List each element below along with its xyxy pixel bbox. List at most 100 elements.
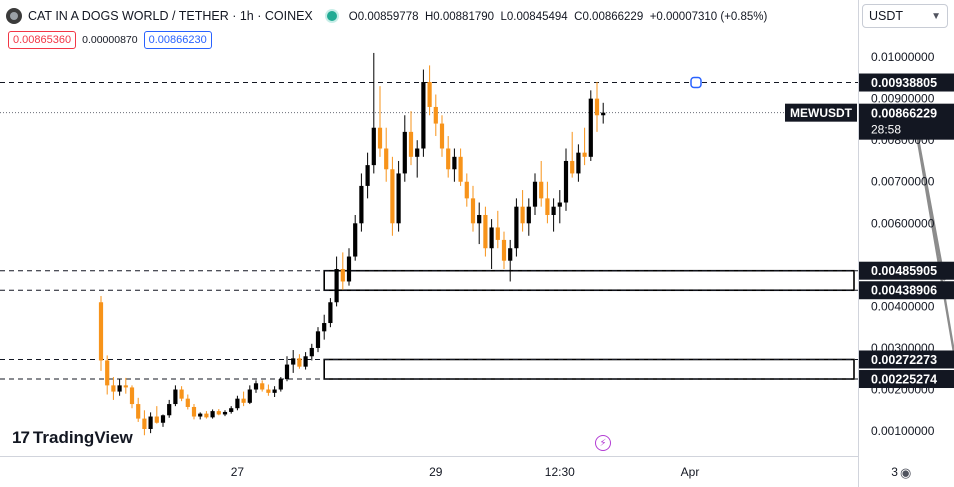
price-axis[interactable]: 0.010000000.009000000.008000000.00700000… xyxy=(858,0,935,487)
candle-body xyxy=(570,160,575,174)
candle-body xyxy=(377,127,383,149)
candle-body xyxy=(470,198,476,224)
candle-body xyxy=(415,148,420,157)
candle-body xyxy=(235,398,240,409)
candles-layer xyxy=(98,52,606,436)
currency-value: USDT xyxy=(869,9,904,23)
candle-body xyxy=(446,148,451,170)
level-price-tag xyxy=(859,261,954,280)
y-tick-label: 0.00900000 xyxy=(871,92,935,106)
levels-layer xyxy=(0,82,858,380)
candle-body xyxy=(365,165,370,186)
tradingview-mark-icon: 17 xyxy=(12,428,30,447)
change-value: +0.00007310 (+0.85%) xyxy=(649,11,768,23)
candle-body xyxy=(210,411,215,418)
currency-select[interactable]: USDT ▼ xyxy=(862,4,948,28)
candle-body xyxy=(508,248,513,261)
candle-body xyxy=(111,385,116,392)
candle-body xyxy=(123,385,128,388)
candle-body xyxy=(204,413,209,418)
lightning-icon[interactable]: ⚡ xyxy=(595,435,611,451)
y-tick-label: 0.00100000 xyxy=(871,424,935,438)
candle-body xyxy=(359,185,364,224)
level-price-text: 0.00485905 xyxy=(871,264,937,278)
price-labels: MEWUSDT 0.00866229 28:58 0.00938805 0.004859… xyxy=(785,73,954,389)
x-tick-label: 29 xyxy=(429,465,443,479)
candle-body xyxy=(136,404,141,419)
candle-body xyxy=(322,323,327,332)
candle-body xyxy=(489,227,494,249)
candle-body xyxy=(328,302,333,324)
candle-body xyxy=(340,269,345,282)
candle-body xyxy=(191,406,197,417)
high-value: H0.00881790 xyxy=(424,11,495,23)
candle-body xyxy=(545,198,550,215)
drawing-handle[interactable] xyxy=(690,76,702,89)
support-zone[interactable] xyxy=(323,358,855,380)
candle-body xyxy=(303,356,308,367)
spread-value: 0.00000870 xyxy=(82,34,138,46)
level-price-tag xyxy=(859,350,954,369)
candle-body xyxy=(216,411,221,415)
level-price-text: 0.00938805 xyxy=(871,76,937,90)
candle-body xyxy=(315,331,321,348)
symbol-tag xyxy=(785,103,857,122)
candle-body xyxy=(390,169,395,224)
candle-body xyxy=(588,98,593,157)
buy-price-button[interactable]: 0.00866230 xyxy=(143,31,212,49)
candle-body xyxy=(272,389,277,393)
tradingview-logo[interactable]: 17 TradingView xyxy=(12,428,133,448)
candle-body xyxy=(601,112,606,116)
candle-body xyxy=(539,181,544,199)
candle-body xyxy=(105,360,110,386)
symbol-legend: CAT IN A DOGS WORLD / TETHER · 1h · COIN… xyxy=(6,6,770,26)
candle-body xyxy=(247,389,252,403)
zones-layer xyxy=(323,269,855,380)
bid-ask-bar: 0.00865360 0.00000870 0.00866230 xyxy=(8,31,212,49)
candle-body xyxy=(433,106,438,124)
candle-body xyxy=(253,383,259,390)
y-tick-label: 0.01000000 xyxy=(871,50,935,64)
candle-body xyxy=(576,152,581,174)
sell-price-button[interactable]: 0.00865360 xyxy=(8,31,77,49)
candle-body xyxy=(297,358,302,367)
candle-body xyxy=(458,156,463,182)
candle-body xyxy=(346,256,352,282)
level-price-tag xyxy=(859,370,954,389)
candle-body xyxy=(129,387,135,405)
coin-icon xyxy=(6,8,22,24)
level-price-text: 0.00225274 xyxy=(871,373,937,387)
settings-icon[interactable]: ◉ xyxy=(900,465,912,480)
candle-body xyxy=(551,206,556,215)
candle-body xyxy=(284,364,290,380)
level-price-text: 0.00438906 xyxy=(871,284,937,298)
symbol-title[interactable]: CAT IN A DOGS WORLD / TETHER · 1h · COIN… xyxy=(28,9,313,23)
low-value: L0.00845494 xyxy=(500,11,568,23)
candle-body xyxy=(117,385,122,392)
candle-body xyxy=(402,131,407,174)
level-price-tag xyxy=(859,73,954,92)
candle-body xyxy=(98,302,104,361)
candle-body xyxy=(222,411,228,415)
candle-body xyxy=(173,389,178,405)
level-price-tag xyxy=(859,281,954,300)
candle-body xyxy=(266,389,271,393)
candle-body xyxy=(532,181,538,207)
candle-body xyxy=(408,131,414,157)
y-tick-label: 0.00700000 xyxy=(871,175,935,189)
level-price-text: 0.00272273 xyxy=(871,353,937,367)
support-zone[interactable] xyxy=(323,269,855,292)
candle-body xyxy=(167,404,172,416)
candle-body xyxy=(142,418,147,429)
candle-body xyxy=(309,347,314,357)
candle-body xyxy=(260,383,265,390)
projection-path[interactable] xyxy=(912,83,954,281)
market-open-icon xyxy=(326,11,337,21)
open-value: O0.00859778 xyxy=(348,11,419,23)
candle-body xyxy=(334,269,339,303)
candle-body xyxy=(421,82,426,149)
last-price-tag xyxy=(859,103,954,140)
candle-body xyxy=(439,123,445,149)
